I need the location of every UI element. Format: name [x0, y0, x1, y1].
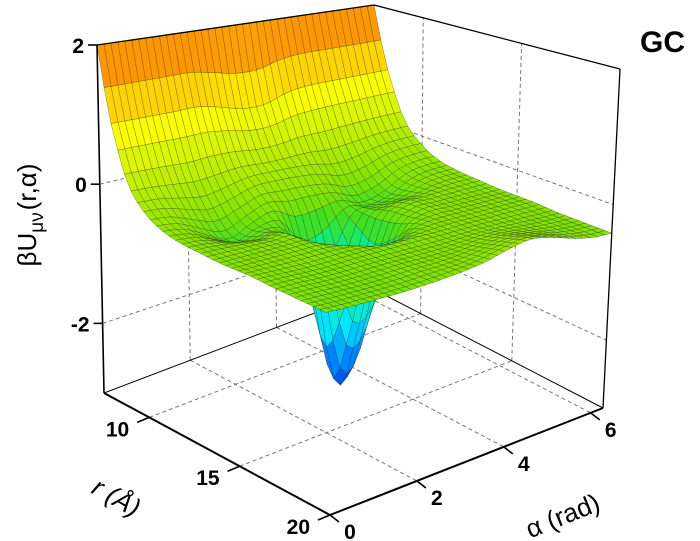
floor-gridline-alpha: [190, 359, 418, 482]
side-wall-gridline-r: [511, 43, 523, 361]
z-tick-label: 2: [72, 35, 84, 58]
alpha-tick: [329, 514, 340, 523]
r-tick: [227, 465, 240, 472]
r-axis-line: [103, 392, 331, 516]
floor-gridline-r: [239, 360, 512, 467]
r-tick-label: 15: [196, 467, 220, 490]
floor-gridline-alpha: [276, 326, 505, 448]
z-tick-label: -2: [71, 313, 90, 336]
z-axis-title: βUμν(r,α): [12, 164, 48, 267]
alpha-tick-label: 2: [431, 487, 443, 510]
box-edge-right-vertical: [602, 68, 621, 409]
side-wall-gridline-z: [374, 118, 614, 206]
r-axis-title: r (Å): [87, 472, 146, 523]
box-edge-top-back: [96, 4, 375, 46]
surface-patch: [319, 307, 334, 313]
box-edge-top-side: [373, 4, 621, 70]
alpha-tick-label: 6: [605, 419, 617, 442]
alpha-tick-label: 4: [518, 453, 530, 476]
surface-mesh: [96, 4, 613, 386]
r-tick-label: 20: [287, 516, 310, 539]
r-tick: [136, 416, 150, 424]
alpha-tick: [416, 480, 427, 489]
box-edge-side-floor: [374, 289, 604, 409]
z-tick-label: 0: [75, 174, 87, 197]
panel-label: GC: [640, 26, 685, 59]
r-tick-label: 10: [106, 418, 129, 441]
box-front-layer: [96, 4, 621, 516]
r-tick: [317, 514, 331, 521]
z-axis-title-args: (r,α): [12, 164, 42, 211]
alpha-axis-title: α (rad): [521, 487, 604, 541]
z-axis-title-sub: μν: [27, 212, 48, 232]
alpha-tick: [503, 446, 514, 455]
alpha-axis-line: [329, 407, 604, 516]
z-axis-title-main: βU: [12, 233, 42, 267]
z-axis-line: [96, 44, 105, 394]
floor-gridline-alpha: [362, 294, 591, 414]
alpha-tick: [590, 412, 601, 421]
alpha-tick-label: 0: [344, 521, 356, 541]
